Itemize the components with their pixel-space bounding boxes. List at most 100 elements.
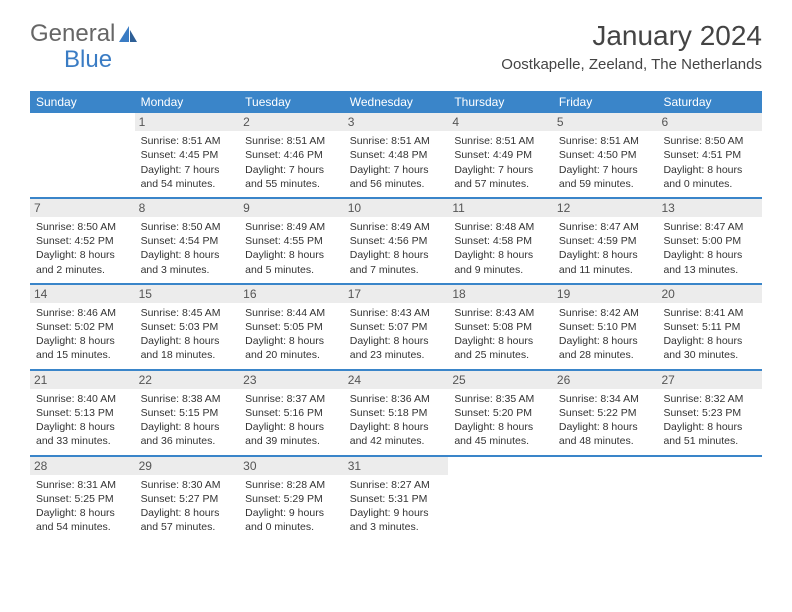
sunrise-line: Sunrise: 8:51 AM [141, 134, 234, 148]
sunset-line: Sunset: 5:11 PM [663, 320, 756, 334]
week-row: 28Sunrise: 8:31 AMSunset: 5:25 PMDayligh… [30, 457, 762, 541]
daylight-line: Daylight: 8 hours and 15 minutes. [36, 334, 129, 362]
day-cell: 2Sunrise: 8:51 AMSunset: 4:46 PMDaylight… [239, 113, 344, 197]
day-cell: 18Sunrise: 8:43 AMSunset: 5:08 PMDayligh… [448, 285, 553, 369]
sunset-line: Sunset: 5:22 PM [559, 406, 652, 420]
sunrise-line: Sunrise: 8:40 AM [36, 392, 129, 406]
day-cell: 14Sunrise: 8:46 AMSunset: 5:02 PMDayligh… [30, 285, 135, 369]
day-number: 16 [239, 285, 344, 303]
day-cell: 6Sunrise: 8:50 AMSunset: 4:51 PMDaylight… [657, 113, 762, 197]
daylight-line: Daylight: 8 hours and 45 minutes. [454, 420, 547, 448]
dow-header: Wednesday [344, 91, 449, 113]
day-cell: . [448, 457, 553, 541]
sunrise-line: Sunrise: 8:47 AM [559, 220, 652, 234]
sunrise-line: Sunrise: 8:44 AM [245, 306, 338, 320]
sunrise-line: Sunrise: 8:43 AM [454, 306, 547, 320]
dow-header: Sunday [30, 91, 135, 113]
daylight-line: Daylight: 8 hours and 51 minutes. [663, 420, 756, 448]
sunset-line: Sunset: 5:27 PM [141, 492, 234, 506]
sunset-line: Sunset: 5:20 PM [454, 406, 547, 420]
day-cell: . [553, 457, 658, 541]
day-number: 27 [657, 371, 762, 389]
dow-header: Saturday [657, 91, 762, 113]
day-number: 9 [239, 199, 344, 217]
day-cell: 26Sunrise: 8:34 AMSunset: 5:22 PMDayligh… [553, 371, 658, 455]
daylight-line: Daylight: 9 hours and 3 minutes. [350, 506, 443, 534]
sunrise-line: Sunrise: 8:51 AM [350, 134, 443, 148]
daylight-line: Daylight: 7 hours and 59 minutes. [559, 163, 652, 191]
sunrise-line: Sunrise: 8:47 AM [663, 220, 756, 234]
day-cell: 16Sunrise: 8:44 AMSunset: 5:05 PMDayligh… [239, 285, 344, 369]
day-cell: 19Sunrise: 8:42 AMSunset: 5:10 PMDayligh… [553, 285, 658, 369]
sunrise-line: Sunrise: 8:45 AM [141, 306, 234, 320]
sunrise-line: Sunrise: 8:51 AM [454, 134, 547, 148]
day-number: 2 [239, 113, 344, 131]
dow-header: Thursday [448, 91, 553, 113]
sunset-line: Sunset: 5:03 PM [141, 320, 234, 334]
logo-text-blue: Blue [64, 46, 112, 74]
day-cell: 28Sunrise: 8:31 AMSunset: 5:25 PMDayligh… [30, 457, 135, 541]
location: Oostkapelle, Zeeland, The Netherlands [501, 56, 762, 73]
day-number: 1 [135, 113, 240, 131]
day-number: 12 [553, 199, 658, 217]
sunrise-line: Sunrise: 8:51 AM [559, 134, 652, 148]
daylight-line: Daylight: 8 hours and 54 minutes. [36, 506, 129, 534]
sunset-line: Sunset: 4:51 PM [663, 148, 756, 162]
day-cell: 30Sunrise: 8:28 AMSunset: 5:29 PMDayligh… [239, 457, 344, 541]
day-number: 10 [344, 199, 449, 217]
sunset-line: Sunset: 4:46 PM [245, 148, 338, 162]
day-number: 7 [30, 199, 135, 217]
sunrise-line: Sunrise: 8:30 AM [141, 478, 234, 492]
daylight-line: Daylight: 8 hours and 18 minutes. [141, 334, 234, 362]
daylight-line: Daylight: 7 hours and 57 minutes. [454, 163, 547, 191]
day-number: 26 [553, 371, 658, 389]
daylight-line: Daylight: 8 hours and 28 minutes. [559, 334, 652, 362]
sunset-line: Sunset: 5:25 PM [36, 492, 129, 506]
day-number: 29 [135, 457, 240, 475]
daylight-line: Daylight: 8 hours and 2 minutes. [36, 248, 129, 276]
sunset-line: Sunset: 5:23 PM [663, 406, 756, 420]
day-cell: 15Sunrise: 8:45 AMSunset: 5:03 PMDayligh… [135, 285, 240, 369]
weeks-container: .1Sunrise: 8:51 AMSunset: 4:45 PMDayligh… [30, 113, 762, 540]
sunset-line: Sunset: 5:15 PM [141, 406, 234, 420]
day-cell: 8Sunrise: 8:50 AMSunset: 4:54 PMDaylight… [135, 199, 240, 283]
daylight-line: Daylight: 8 hours and 13 minutes. [663, 248, 756, 276]
sunset-line: Sunset: 5:16 PM [245, 406, 338, 420]
logo-line2: Blue [30, 46, 112, 74]
day-cell: 1Sunrise: 8:51 AMSunset: 4:45 PMDaylight… [135, 113, 240, 197]
daylight-line: Daylight: 7 hours and 55 minutes. [245, 163, 338, 191]
sunset-line: Sunset: 4:49 PM [454, 148, 547, 162]
sunrise-line: Sunrise: 8:27 AM [350, 478, 443, 492]
sunrise-line: Sunrise: 8:38 AM [141, 392, 234, 406]
sunset-line: Sunset: 4:48 PM [350, 148, 443, 162]
day-number: 22 [135, 371, 240, 389]
sunset-line: Sunset: 5:08 PM [454, 320, 547, 334]
sunrise-line: Sunrise: 8:50 AM [141, 220, 234, 234]
month-title: January 2024 [501, 20, 762, 52]
calendar: SundayMondayTuesdayWednesdayThursdayFrid… [30, 91, 762, 540]
day-number: 8 [135, 199, 240, 217]
week-row: .1Sunrise: 8:51 AMSunset: 4:45 PMDayligh… [30, 113, 762, 199]
logo: General [30, 20, 139, 48]
sunset-line: Sunset: 4:56 PM [350, 234, 443, 248]
week-row: 14Sunrise: 8:46 AMSunset: 5:02 PMDayligh… [30, 285, 762, 371]
sunset-line: Sunset: 5:13 PM [36, 406, 129, 420]
daylight-line: Daylight: 8 hours and 7 minutes. [350, 248, 443, 276]
day-cell: 22Sunrise: 8:38 AMSunset: 5:15 PMDayligh… [135, 371, 240, 455]
day-cell: 7Sunrise: 8:50 AMSunset: 4:52 PMDaylight… [30, 199, 135, 283]
logo-text-general: General [30, 20, 115, 48]
day-number: 23 [239, 371, 344, 389]
day-cell: 27Sunrise: 8:32 AMSunset: 5:23 PMDayligh… [657, 371, 762, 455]
sunset-line: Sunset: 5:07 PM [350, 320, 443, 334]
week-row: 21Sunrise: 8:40 AMSunset: 5:13 PMDayligh… [30, 371, 762, 457]
daylight-line: Daylight: 8 hours and 39 minutes. [245, 420, 338, 448]
daylight-line: Daylight: 8 hours and 5 minutes. [245, 248, 338, 276]
dow-header: Monday [135, 91, 240, 113]
day-number: 5 [553, 113, 658, 131]
day-number: 17 [344, 285, 449, 303]
day-number: 13 [657, 199, 762, 217]
sunrise-line: Sunrise: 8:49 AM [350, 220, 443, 234]
day-cell: 24Sunrise: 8:36 AMSunset: 5:18 PMDayligh… [344, 371, 449, 455]
sunrise-line: Sunrise: 8:28 AM [245, 478, 338, 492]
sunrise-line: Sunrise: 8:42 AM [559, 306, 652, 320]
